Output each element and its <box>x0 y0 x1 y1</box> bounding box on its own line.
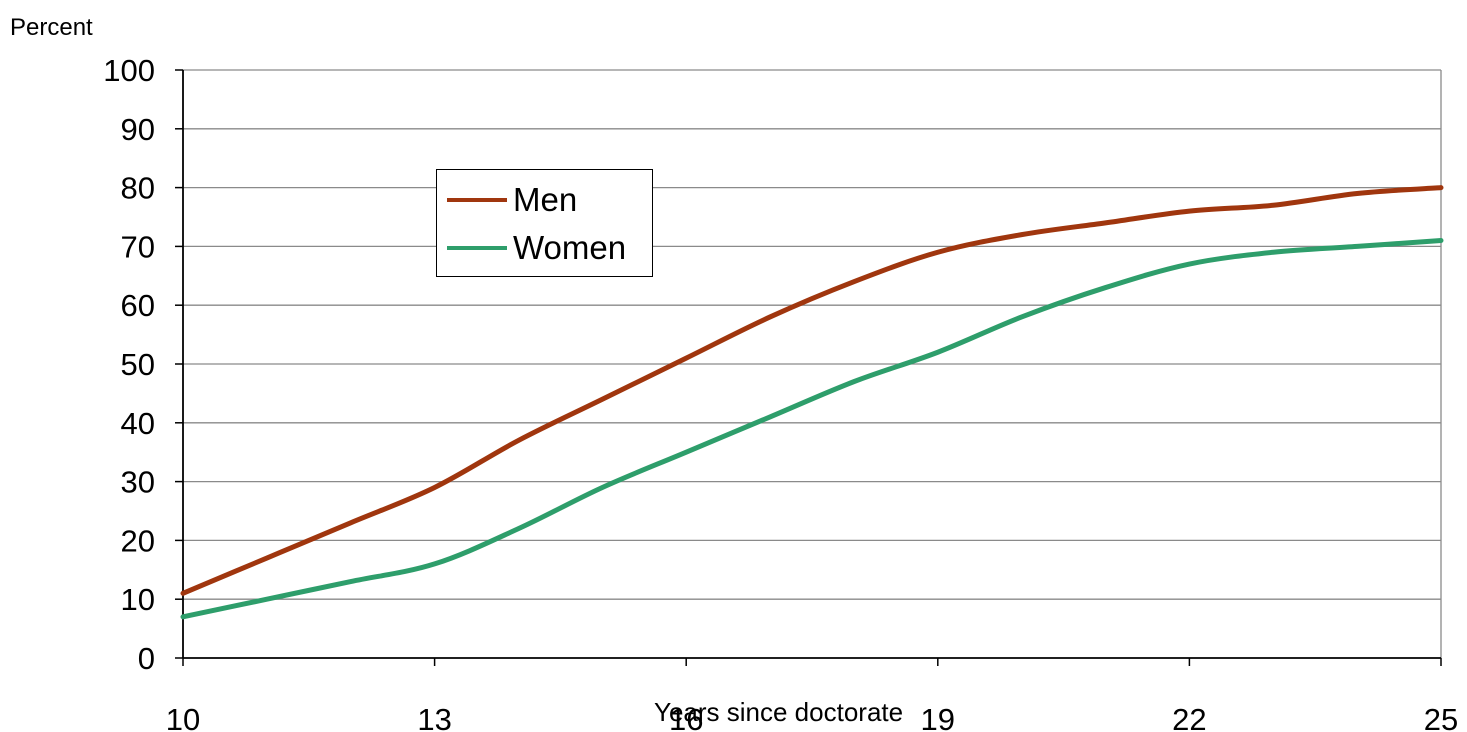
legend-label-women: Women <box>513 229 627 266</box>
x-tick-label: 19 <box>921 702 955 732</box>
x-tick-label: 13 <box>417 702 451 732</box>
legend-item-women: Women <box>447 228 626 268</box>
y-tick-label: 40 <box>121 406 155 441</box>
x-tick-label: 22 <box>1172 702 1206 732</box>
series-lines <box>180 185 1444 620</box>
y-tick-label: 100 <box>103 53 155 88</box>
legend: Men Women <box>436 169 653 277</box>
x-tick-label: 25 <box>1424 702 1458 732</box>
legend-swatch-women <box>447 246 507 250</box>
x-tick-label: 16 <box>669 702 703 732</box>
grid-lines <box>183 69 1441 600</box>
y-axis-label: Percent <box>10 14 93 41</box>
y-tick-labels: 0 10 20 30 40 50 60 70 80 90 100 <box>103 53 155 676</box>
legend-swatch-men <box>447 198 507 202</box>
series-line-women <box>180 238 1444 620</box>
y-tick-label: 70 <box>121 229 155 264</box>
y-tick-label: 60 <box>121 288 155 323</box>
x-axis-label: Years since doctorate <box>654 697 904 727</box>
x-tick-label: 10 <box>166 702 200 732</box>
series-line-men <box>180 185 1444 596</box>
y-tick-label: 0 <box>138 641 155 676</box>
y-tick-label: 50 <box>121 347 155 382</box>
y-tick-label: 90 <box>121 112 155 147</box>
x-tick-labels: 10 13 16 19 22 25 <box>166 702 1458 732</box>
y-tick-label: 20 <box>121 523 155 558</box>
legend-label-men: Men <box>513 181 578 218</box>
legend-item-men: Men <box>447 180 577 220</box>
y-tick-label: 80 <box>121 171 155 206</box>
axes <box>175 69 1442 666</box>
y-tick-label: 10 <box>121 582 155 617</box>
y-tick-label: 30 <box>121 465 155 500</box>
